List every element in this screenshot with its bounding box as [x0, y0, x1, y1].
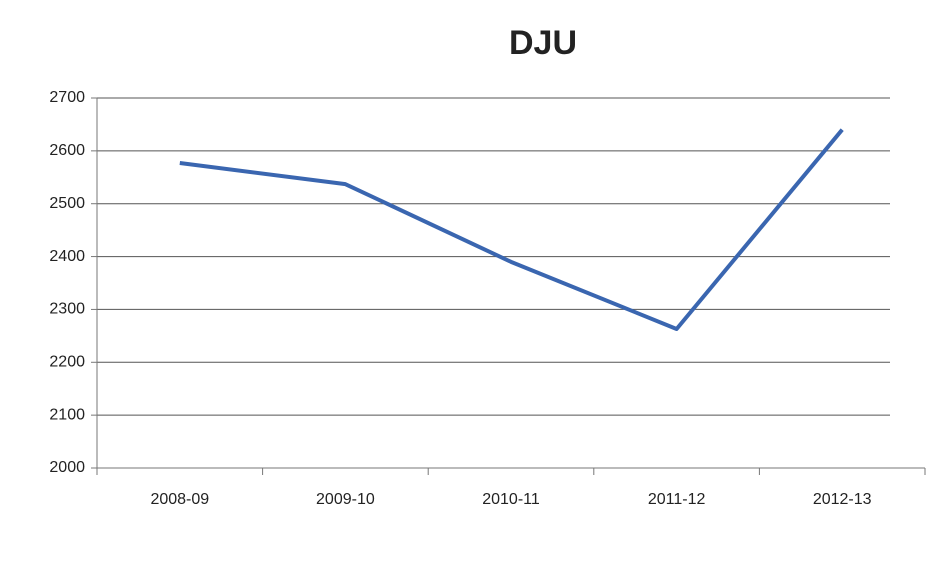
x-tick-label: 2009-10 [316, 491, 375, 508]
chart-title: DJU [509, 24, 577, 62]
y-tick-label: 2500 [49, 195, 85, 212]
y-tick-label: 2700 [49, 89, 85, 106]
y-tick-label: 2300 [49, 301, 85, 318]
y-tick-label: 2100 [49, 406, 85, 423]
y-tick-label: 2000 [49, 459, 85, 476]
y-tick-label: 2400 [49, 248, 85, 265]
x-tick-label: 2011-12 [648, 491, 706, 508]
x-tick-label: 2010-11 [482, 491, 540, 508]
y-tick-label: 2600 [49, 142, 85, 159]
x-tick-label: 2008-09 [150, 491, 209, 508]
x-tick-label: 2012-13 [813, 491, 872, 508]
y-tick-label: 2200 [49, 354, 85, 371]
data-line [179, 128, 844, 331]
